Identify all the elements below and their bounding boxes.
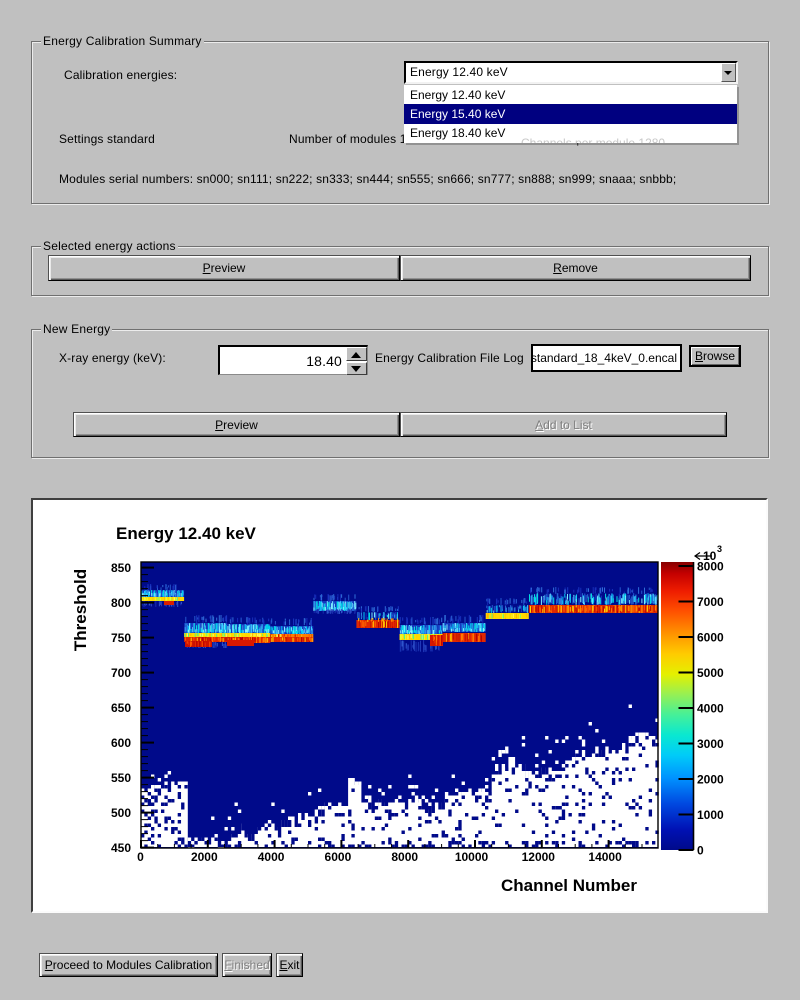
svg-text:3000: 3000 bbox=[697, 737, 724, 751]
svg-text:5000: 5000 bbox=[697, 666, 724, 680]
svg-text:6000: 6000 bbox=[697, 631, 724, 645]
svg-text:2000: 2000 bbox=[697, 773, 724, 787]
svg-text:0: 0 bbox=[137, 850, 144, 864]
svg-text:750: 750 bbox=[111, 631, 131, 645]
svg-text:6000: 6000 bbox=[325, 850, 352, 864]
svg-text:500: 500 bbox=[111, 806, 131, 820]
svg-text:12000: 12000 bbox=[522, 850, 556, 864]
svg-text:8000: 8000 bbox=[391, 850, 418, 864]
svg-text:850: 850 bbox=[111, 561, 131, 575]
svg-text:7000: 7000 bbox=[697, 595, 724, 609]
svg-text:10: 10 bbox=[703, 549, 717, 563]
svg-text:Energy 12.40 keV: Energy 12.40 keV bbox=[116, 524, 257, 543]
svg-text:Channel Number: Channel Number bbox=[501, 876, 637, 895]
svg-text:550: 550 bbox=[111, 771, 131, 785]
svg-text:4000: 4000 bbox=[697, 702, 724, 716]
svg-text:14000: 14000 bbox=[588, 850, 622, 864]
svg-text:8000: 8000 bbox=[697, 560, 724, 574]
svg-text:700: 700 bbox=[111, 666, 131, 680]
svg-text:0: 0 bbox=[697, 844, 704, 858]
svg-text:600: 600 bbox=[111, 736, 131, 750]
svg-text:1000: 1000 bbox=[697, 808, 724, 822]
svg-text:800: 800 bbox=[111, 596, 131, 610]
svg-text:650: 650 bbox=[111, 701, 131, 715]
svg-text:Threshold: Threshold bbox=[71, 569, 90, 651]
svg-text:2000: 2000 bbox=[191, 850, 218, 864]
svg-text:4000: 4000 bbox=[258, 850, 285, 864]
svg-text:10000: 10000 bbox=[455, 850, 489, 864]
svg-text:450: 450 bbox=[111, 841, 131, 855]
svg-text:3: 3 bbox=[717, 544, 722, 554]
